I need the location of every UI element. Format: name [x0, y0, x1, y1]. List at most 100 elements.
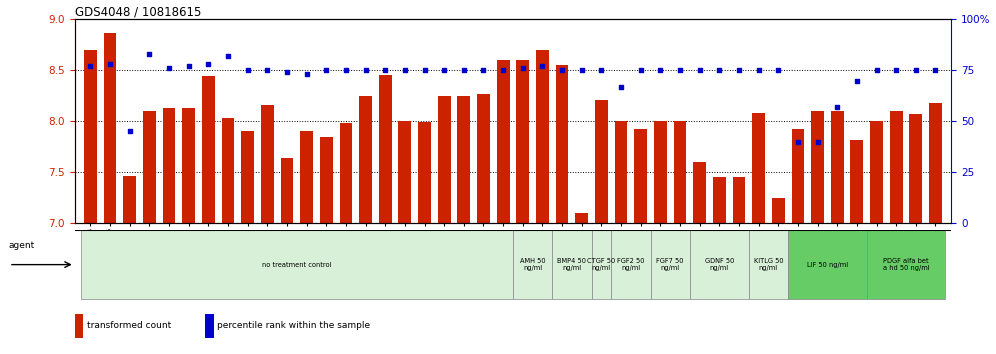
Bar [654, 121, 666, 223]
Point [594, 68, 610, 73]
Text: GDS4048 / 10818615: GDS4048 / 10818615 [75, 5, 201, 18]
Bar [360, 96, 372, 223]
Bar [615, 121, 627, 223]
Point [869, 68, 884, 73]
Point [849, 78, 865, 84]
Bar [536, 50, 549, 223]
Bar [693, 162, 706, 223]
Text: percentile rank within the sample: percentile rank within the sample [217, 321, 371, 330]
Bar [202, 76, 215, 223]
Point [240, 68, 256, 73]
Bar [513, 230, 552, 299]
Bar [851, 139, 864, 223]
Bar [438, 96, 450, 223]
Bar [595, 100, 608, 223]
Point [377, 68, 393, 73]
Text: FGF7 50
ng/ml: FGF7 50 ng/ml [656, 258, 684, 271]
Bar [378, 75, 391, 223]
Point [751, 68, 767, 73]
Bar [552, 230, 592, 299]
Point [299, 72, 315, 77]
Point [711, 68, 727, 73]
Bar [516, 60, 529, 223]
Point [416, 68, 432, 73]
Point [259, 68, 275, 73]
Point [319, 68, 335, 73]
Bar [772, 198, 785, 223]
Bar [576, 213, 588, 223]
Point [927, 68, 943, 73]
Bar [690, 230, 749, 299]
Point [535, 63, 551, 69]
Point [279, 70, 295, 75]
Bar [497, 60, 510, 223]
Point [436, 68, 452, 73]
Bar [398, 121, 411, 223]
Bar [81, 230, 513, 299]
Point [456, 68, 472, 73]
Point [122, 129, 137, 134]
Bar [162, 108, 175, 223]
Bar [788, 230, 867, 299]
Point [200, 62, 216, 67]
Point [652, 68, 668, 73]
Point [672, 68, 688, 73]
Text: FGF2 50
ng/ml: FGF2 50 ng/ml [618, 258, 644, 271]
Point [180, 63, 196, 69]
Bar [84, 50, 97, 223]
Point [554, 68, 570, 73]
Bar [792, 130, 805, 223]
Text: BMP4 50
ng/ml: BMP4 50 ng/ml [558, 258, 587, 271]
Bar [418, 122, 431, 223]
Point [220, 53, 236, 59]
Bar [867, 230, 945, 299]
Bar [261, 105, 274, 223]
Point [574, 68, 590, 73]
Bar [104, 33, 117, 223]
Point [83, 63, 99, 69]
Bar [124, 176, 136, 223]
Text: transformed count: transformed count [87, 321, 171, 330]
Point [731, 68, 747, 73]
Bar [889, 111, 902, 223]
Text: KITLG 50
ng/ml: KITLG 50 ng/ml [754, 258, 783, 271]
Point [632, 68, 648, 73]
Bar [457, 96, 470, 223]
Bar [477, 94, 490, 223]
Bar [300, 131, 313, 223]
Point [103, 62, 119, 67]
Bar [75, 314, 84, 338]
Point [515, 65, 531, 71]
Bar [749, 230, 788, 299]
Bar [221, 118, 234, 223]
Point [830, 104, 846, 110]
Text: no treatment control: no treatment control [262, 262, 332, 268]
Point [495, 68, 511, 73]
Bar [320, 137, 333, 223]
Point [161, 65, 177, 71]
Bar [909, 114, 922, 223]
Point [770, 68, 786, 73]
Bar [340, 123, 353, 223]
Point [396, 68, 412, 73]
Bar [929, 103, 942, 223]
Bar [205, 314, 213, 338]
Bar [831, 111, 844, 223]
Bar [241, 131, 254, 223]
Bar [281, 158, 294, 223]
Point [810, 139, 826, 144]
Point [691, 68, 707, 73]
Bar [556, 65, 569, 223]
Bar [811, 111, 824, 223]
Point [338, 68, 354, 73]
Bar [752, 113, 765, 223]
Bar [143, 111, 155, 223]
Bar [713, 177, 726, 223]
Point [358, 68, 374, 73]
Text: agent: agent [9, 241, 35, 250]
Point [907, 68, 923, 73]
Bar [634, 130, 647, 223]
Bar [592, 230, 612, 299]
Text: LIF 50 ng/ml: LIF 50 ng/ml [807, 262, 848, 268]
Bar [650, 230, 690, 299]
